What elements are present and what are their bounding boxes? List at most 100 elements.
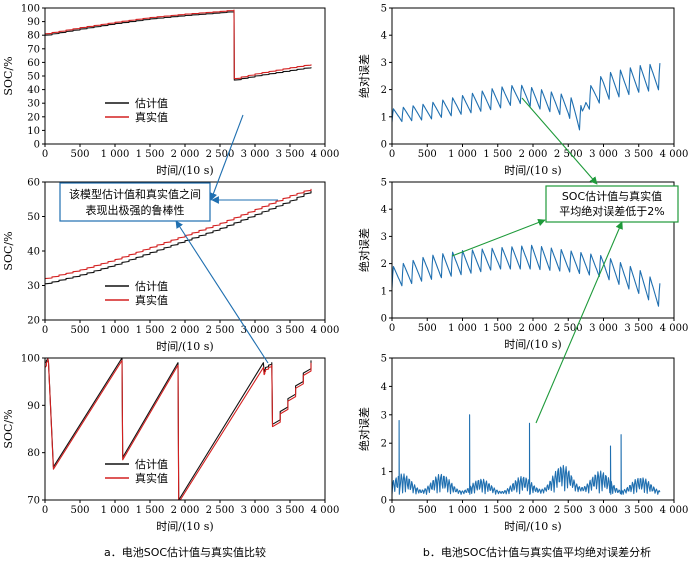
left-annotation-box <box>59 182 211 222</box>
x-tick-label: 0 <box>389 505 395 516</box>
x-tick-label: 3 000 <box>241 505 270 516</box>
y-tick-label: 0 <box>381 140 387 151</box>
x-tick-label: 2 000 <box>519 323 548 334</box>
x-tick-label: 2 500 <box>554 149 583 160</box>
y-tick-label: 30 <box>27 281 40 292</box>
y-axis-label: SOC/% <box>2 231 15 270</box>
y-axis-label: SOC/% <box>2 409 15 448</box>
x-axis-label: 时间/(10 s) <box>156 340 213 353</box>
x-tick-label: 2 000 <box>519 505 548 516</box>
x-tick-label: 1 000 <box>448 323 477 334</box>
y-tick-label: 40 <box>27 247 40 258</box>
x-tick-label: 500 <box>418 505 437 516</box>
y-tick-label: 1 <box>381 112 387 123</box>
arrows <box>175 97 623 424</box>
x-tick-label: 500 <box>418 149 437 160</box>
x-tick-label: 3 000 <box>589 323 618 334</box>
y-axis-label: 绝对误差 <box>357 407 371 451</box>
x-tick-label: 2 000 <box>519 149 548 160</box>
x-tick-label: 3 500 <box>276 149 305 160</box>
y-tick-label: 60 <box>27 178 40 189</box>
y-tick-label: 20 <box>27 316 40 327</box>
legend-label: 真实值 <box>135 293 168 307</box>
panels: 0 500 1 000 1 500 2 000 2 500 3 000 3 500 4 0000… <box>2 4 688 534</box>
series-line-estimate <box>45 10 312 81</box>
legend-label: 估计值 <box>135 458 168 471</box>
y-tick-label: 40 <box>27 85 40 96</box>
x-tick-label: 0 <box>42 505 48 516</box>
callout-arrow <box>451 218 546 257</box>
series-line-abs-error <box>392 244 661 307</box>
panel-a3: 0 500 1 000 1 500 2 000 2 500 3 000 3 500 4 000 7… <box>2 354 339 534</box>
x-tick-label: 1 000 <box>101 505 130 516</box>
callout-arrow <box>521 97 598 185</box>
y-tick-label: 2 <box>381 439 387 450</box>
x-axis-label: 时间/(10 s) <box>504 338 561 351</box>
callout-arrow <box>535 221 623 424</box>
x-tick-label: 0 <box>42 325 48 336</box>
x-axis-label: 时间/(10 s) <box>156 164 213 177</box>
x-tick-label: 500 <box>70 149 89 160</box>
y-tick-label: 3 <box>381 232 387 243</box>
y-tick-label: 2 <box>381 85 387 96</box>
x-tick-label: 1 000 <box>448 149 477 160</box>
y-tick-label: 4 <box>381 382 387 393</box>
y-tick-label: 20 <box>27 112 40 123</box>
panel-b1: 0 500 1 000 1 500 2 000 2 500 3 000 3 500 4 000 0… <box>357 4 688 178</box>
x-tick-label: 4 000 <box>660 149 689 160</box>
caption-a: a．电池SOC估计值与真实值比较 <box>104 545 266 559</box>
x-tick-label: 1 500 <box>483 505 512 516</box>
y-tick-label: 0 <box>381 314 387 325</box>
x-axis-label: 时间/(10 s) <box>504 520 561 533</box>
y-tick-label: 5 <box>381 178 387 189</box>
x-tick-label: 1 500 <box>136 325 165 336</box>
x-tick-label: 3 000 <box>241 149 270 160</box>
x-tick-label: 3 000 <box>589 149 618 160</box>
x-tick-label: 4 000 <box>311 325 340 336</box>
x-tick-label: 1 500 <box>136 505 165 516</box>
x-tick-label: 3 500 <box>276 505 305 516</box>
x-tick-label: 1 000 <box>101 325 130 336</box>
series-line-actual <box>45 358 312 500</box>
x-tick-label: 3 000 <box>589 505 618 516</box>
x-tick-label: 1 000 <box>101 149 130 160</box>
legend-label: 估计值 <box>135 97 168 110</box>
x-tick-label: 3 500 <box>276 325 305 336</box>
panel-b3: 0 500 1 000 1 500 2 000 2 500 3 000 3 500 4 000 0… <box>357 354 688 534</box>
legend-label: 估计值 <box>135 280 168 293</box>
y-tick-label: 70 <box>27 44 40 55</box>
series-line-actual <box>45 9 312 80</box>
x-tick-label: 2 500 <box>554 323 583 334</box>
y-tick-label: 2 <box>381 259 387 270</box>
series-group <box>45 9 312 81</box>
plot-frame <box>44 357 326 501</box>
y-tick-label: 0 <box>381 496 387 507</box>
left-annotation-line-1: 该模型估计值和真实值之间 <box>69 187 201 201</box>
y-tick-label: 30 <box>27 99 40 110</box>
x-tick-label: 500 <box>70 325 89 336</box>
y-tick-label: 100 <box>21 4 40 15</box>
y-axis-label: SOC/% <box>2 56 15 95</box>
right-annotation-box <box>545 185 679 223</box>
y-tick-label: 50 <box>27 72 40 83</box>
y-tick-label: 1 <box>381 467 387 478</box>
x-tick-label: 2 500 <box>206 149 235 160</box>
y-tick-label: 10 <box>27 126 40 137</box>
series-line-abs-error <box>392 63 661 131</box>
panel-a2: 0 500 1 000 1 500 2 000 2 500 3 000 3 500 4 000 2… <box>2 178 339 354</box>
panel-b2: 0 500 1 000 1 500 2 000 2 500 3 000 3 500 4 000 0… <box>357 178 688 352</box>
y-tick-label: 80 <box>27 31 40 42</box>
x-tick-label: 500 <box>70 505 89 516</box>
legend-label: 真实值 <box>135 471 168 485</box>
x-tick-label: 1 500 <box>136 149 165 160</box>
x-tick-label: 1 500 <box>483 149 512 160</box>
y-tick-label: 3 <box>381 410 387 421</box>
x-tick-label: 3 500 <box>624 149 653 160</box>
x-tick-label: 2 000 <box>171 325 200 336</box>
x-tick-label: 4 000 <box>311 505 340 516</box>
right-annotation-line-2: 平均绝对误差低于2% <box>559 204 664 218</box>
x-tick-label: 1 000 <box>448 505 477 516</box>
y-tick-label: 90 <box>27 17 40 28</box>
y-tick-label: 80 <box>27 448 40 459</box>
